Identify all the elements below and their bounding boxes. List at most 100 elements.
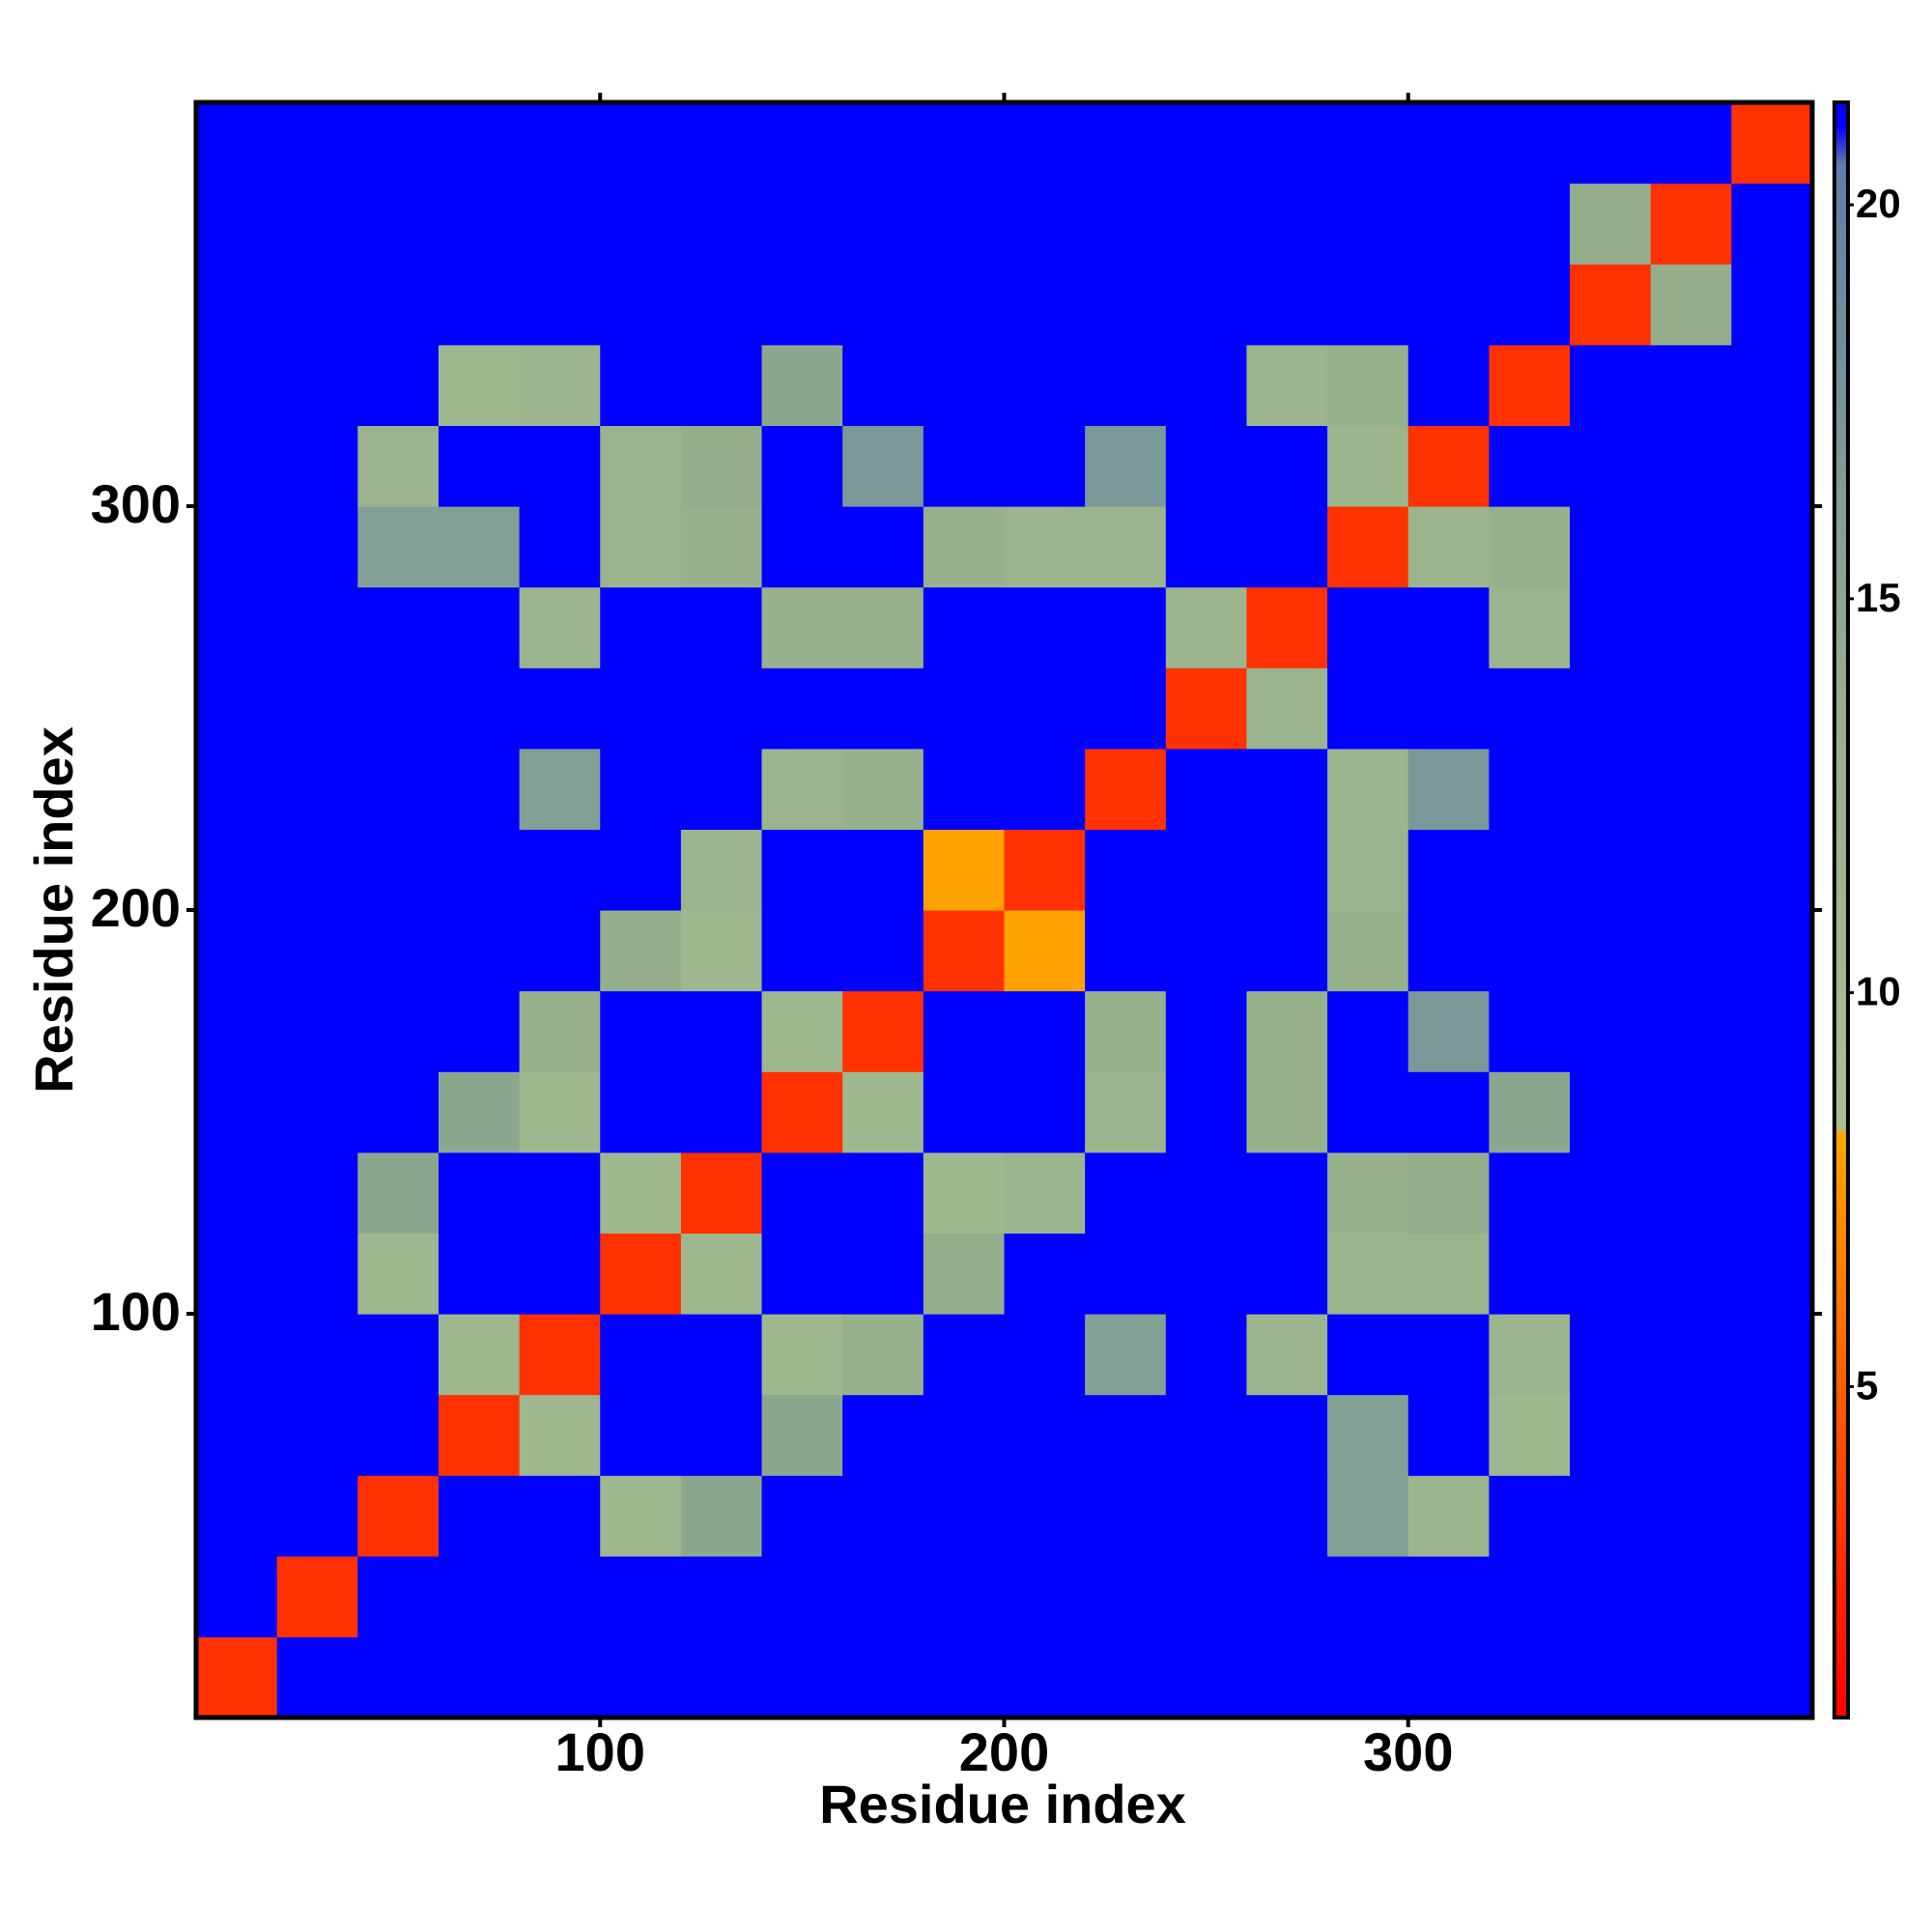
heat-cell [1731,829,1813,911]
heat-cell [1246,102,1328,185]
heat-cell [1650,506,1732,588]
heat-cell [276,910,358,992]
heat-cell [1165,910,1248,992]
heat-cell [1327,990,1409,1072]
heat-cell [1731,1475,1813,1557]
heat-cell [1489,1151,1571,1234]
heat-cell [923,1233,1006,1315]
heat-cell [761,102,843,185]
heat-cell [519,990,601,1072]
heat-cell [1570,1314,1652,1396]
heat-cell [1489,1394,1571,1476]
heat-cell [1327,264,1409,346]
heat-cell [1246,1394,1328,1476]
heat-cell [1407,506,1490,588]
heat-cell [1327,1475,1409,1557]
heat-cell [1085,264,1167,346]
heat-cell [1731,668,1813,750]
heat-cell [1246,425,1328,507]
heat-cell [1407,990,1490,1072]
heat-cell [438,910,521,992]
heat-cell [276,1555,358,1637]
heat-cell [1407,1394,1490,1476]
heat-cell [600,1555,682,1637]
heat-cell [1327,1314,1409,1396]
heat-cell [276,506,358,588]
heat-cell [1085,990,1167,1072]
heat-cell [1165,264,1248,346]
heat-cell [1165,1071,1248,1153]
heat-cell [276,1636,358,1719]
heat-cell [1570,668,1652,750]
heat-cell [1085,668,1167,750]
heat-cell [438,183,521,265]
heat-cell [519,344,601,426]
heat-cell [680,1233,763,1315]
heat-cell [923,506,1006,588]
heat-cell [1085,425,1167,507]
heat-cell [1650,748,1732,830]
heat-cell [1327,668,1409,750]
heat-cell [842,425,924,507]
heat-cell [1085,1636,1167,1719]
heat-cell [1489,506,1571,588]
heat-cell [1489,183,1571,265]
heat-cell [842,910,924,992]
heat-cell [1570,829,1652,911]
colorbar-tick-label: 15 [1856,575,1901,620]
heat-cell [923,264,1006,346]
heat-cell [1570,1394,1652,1476]
heat-cell [1246,1071,1328,1153]
heat-cell [923,1394,1006,1476]
heat-cell [1165,586,1248,668]
heat-cell [438,102,521,185]
heat-cell [1489,1475,1571,1557]
heat-cell [1407,1314,1490,1396]
heat-cell [600,1314,682,1396]
heat-cell [438,1636,521,1719]
heat-cell [1327,1555,1409,1637]
colorbar-tick-label: 10 [1856,969,1901,1014]
x-tick-label: 200 [959,1721,1049,1782]
heat-cell [1004,344,1086,426]
heat-cell [1731,1151,1813,1234]
heat-cell [761,990,843,1072]
heat-cell [357,668,440,750]
heat-cell [1165,425,1248,507]
heat-cell [923,1151,1006,1234]
heat-cell [600,264,682,346]
heat-cell [1085,102,1167,185]
heat-cell [680,829,763,911]
heat-cell [1650,102,1732,185]
heat-cell [196,829,278,911]
heat-cell [1246,264,1328,346]
heat-cell [357,425,440,507]
heat-cell [196,1071,278,1153]
heat-cell [1570,102,1652,185]
heat-cell [1246,1151,1328,1234]
heat-cell [1407,829,1490,911]
heat-cell [519,1233,601,1315]
heat-cell [842,264,924,346]
heat-cell [196,1636,278,1719]
heat-cell [680,668,763,750]
heat-cell [842,506,924,588]
heat-cell [1489,1555,1571,1637]
heat-cell [438,748,521,830]
heat-cell [276,1233,358,1315]
heat-cell [680,910,763,992]
heat-cell [842,102,924,185]
heat-cell [357,748,440,830]
heat-cell [1570,586,1652,668]
heat-cell [1004,829,1086,911]
heat-cell [842,1151,924,1234]
heat-cell [1570,506,1652,588]
heat-cell [761,1636,843,1719]
heat-cell [276,1151,358,1234]
heat-cell [680,1071,763,1153]
heat-cell [600,1071,682,1153]
heat-cell [276,1314,358,1396]
heat-cell [438,829,521,911]
heat-cell [1004,264,1086,346]
